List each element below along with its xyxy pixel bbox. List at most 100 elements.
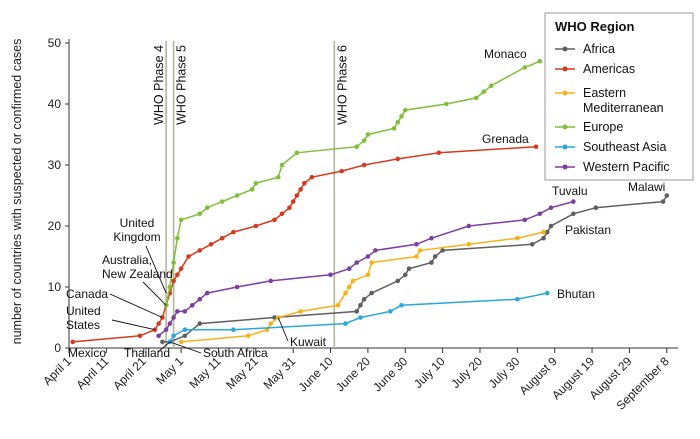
legend-label-line: Eastern [583, 86, 626, 100]
data-point [287, 205, 292, 210]
x-tick-label: July 30 [486, 354, 523, 391]
data-point [343, 321, 348, 326]
data-point [167, 321, 173, 326]
data-point [167, 284, 173, 290]
data-point [354, 260, 359, 265]
annotation-label: Australia, New Zealand [102, 253, 173, 281]
data-point [219, 199, 225, 204]
x-tick-label: June 20 [333, 354, 373, 394]
data-point [253, 181, 259, 186]
annotation: Grenada [482, 132, 529, 146]
annotation-label: Pakistan [565, 223, 611, 237]
data-point [537, 211, 543, 217]
data-point [246, 333, 251, 339]
data-point [294, 193, 300, 198]
data-point [593, 205, 599, 210]
legend-label: Eastern Mediterranean [583, 86, 664, 115]
annotation-leader [142, 281, 167, 306]
y-tick-label: 40 [48, 97, 62, 111]
data-point [294, 150, 300, 156]
data-point [178, 266, 184, 272]
legend-swatch-dot [562, 164, 568, 170]
data-point [204, 205, 210, 210]
data-point [197, 211, 203, 217]
data-point [432, 254, 438, 259]
data-point [346, 284, 352, 290]
data-point [395, 278, 401, 284]
annotation-label: Kuwait [290, 335, 327, 349]
data-point [515, 296, 520, 302]
data-point [219, 235, 225, 241]
data-point [249, 187, 255, 192]
data-point [391, 126, 397, 131]
annotation: Australia, New Zealand [102, 253, 173, 306]
data-point [406, 266, 412, 272]
data-point [373, 248, 378, 253]
data-point [548, 223, 554, 229]
data-point [178, 339, 184, 345]
data-point [302, 181, 307, 186]
legend-item: Americas [555, 62, 635, 76]
data-point [298, 309, 303, 314]
data-point [182, 333, 188, 339]
annotation-label: South Africa [203, 346, 268, 360]
data-point [231, 327, 236, 333]
data-point [664, 193, 670, 198]
data-point [395, 120, 401, 125]
data-point [544, 229, 550, 235]
series-eastern-mediterranean [178, 229, 546, 345]
data-point [429, 235, 434, 241]
series-group [70, 59, 670, 345]
data-point [414, 242, 419, 247]
data-point [365, 272, 371, 278]
data-point [268, 278, 274, 284]
data-point [70, 339, 76, 345]
annotation-leader [169, 341, 202, 354]
data-point [189, 303, 195, 308]
annotation-label: Malawi [628, 180, 665, 194]
data-point [395, 156, 401, 162]
data-point [414, 254, 419, 259]
annotation-label: Tuvalu [552, 184, 588, 198]
annotation: Canada [66, 287, 163, 318]
annotation: Malawi [628, 180, 665, 194]
data-point [522, 65, 528, 70]
legend-label: Southeast Asia [583, 140, 666, 154]
annotation-label-line: States [66, 318, 100, 332]
data-point [234, 284, 240, 290]
x-tick-label: July 10 [411, 354, 448, 391]
annotation: Thailand [124, 341, 171, 360]
data-point [533, 144, 539, 149]
data-point [388, 309, 393, 314]
annotation-label-line: United [66, 304, 101, 318]
annotation-label-line: New Zealand [102, 267, 173, 281]
data-point [163, 327, 169, 333]
x-tick-label: June 30 [370, 354, 410, 394]
annotation-label-line: Kingdom [113, 230, 160, 244]
legend-swatch-dot [562, 90, 568, 96]
data-point [361, 138, 367, 143]
legend-item: Southeast Asia [555, 140, 666, 154]
phase-label: WHO Phase 6 [335, 45, 349, 125]
annotation-label: Monaco [484, 47, 527, 61]
data-point [253, 223, 259, 229]
data-point [160, 339, 165, 345]
annotation-label: Grenada [482, 132, 529, 146]
data-point [354, 309, 359, 314]
legend-label: Africa [583, 42, 615, 56]
data-point [343, 290, 348, 296]
data-point [234, 193, 240, 198]
data-point [402, 272, 408, 278]
data-point [290, 199, 296, 204]
annotation: Monaco [484, 47, 527, 61]
data-point [204, 290, 210, 296]
data-point [417, 248, 423, 253]
data-point [440, 248, 445, 253]
data-point [197, 248, 203, 253]
annotation-label: United States [66, 304, 101, 332]
data-point [466, 223, 472, 229]
annotation-label: Mexico [68, 346, 106, 360]
annotation-leader [109, 293, 163, 318]
data-point [399, 303, 404, 308]
data-point [175, 272, 180, 278]
